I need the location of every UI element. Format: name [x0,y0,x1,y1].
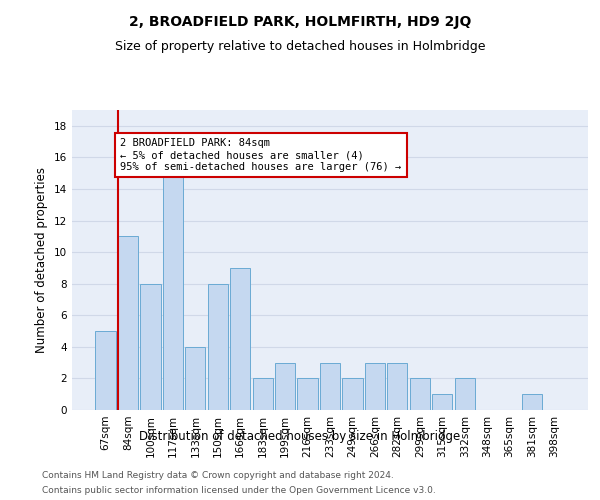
Bar [410,378,430,410]
Bar [253,378,273,410]
Bar [365,362,385,410]
Bar [118,236,138,410]
Bar [455,378,475,410]
Y-axis label: Number of detached properties: Number of detached properties [35,167,49,353]
Text: Size of property relative to detached houses in Holmbridge: Size of property relative to detached ho… [115,40,485,53]
Text: 2, BROADFIELD PARK, HOLMFIRTH, HD9 2JQ: 2, BROADFIELD PARK, HOLMFIRTH, HD9 2JQ [129,15,471,29]
Bar [522,394,542,410]
Bar [343,378,362,410]
Text: 2 BROADFIELD PARK: 84sqm
← 5% of detached houses are smaller (4)
95% of semi-det: 2 BROADFIELD PARK: 84sqm ← 5% of detache… [120,138,401,172]
Bar [320,362,340,410]
Bar [275,362,295,410]
Bar [230,268,250,410]
Bar [432,394,452,410]
Bar [95,331,116,410]
Text: Contains public sector information licensed under the Open Government Licence v3: Contains public sector information licen… [42,486,436,495]
Bar [298,378,317,410]
Bar [208,284,228,410]
Bar [163,173,183,410]
Text: Distribution of detached houses by size in Holmbridge: Distribution of detached houses by size … [139,430,461,443]
Bar [140,284,161,410]
Bar [387,362,407,410]
Bar [185,347,205,410]
Text: Contains HM Land Registry data © Crown copyright and database right 2024.: Contains HM Land Registry data © Crown c… [42,471,394,480]
